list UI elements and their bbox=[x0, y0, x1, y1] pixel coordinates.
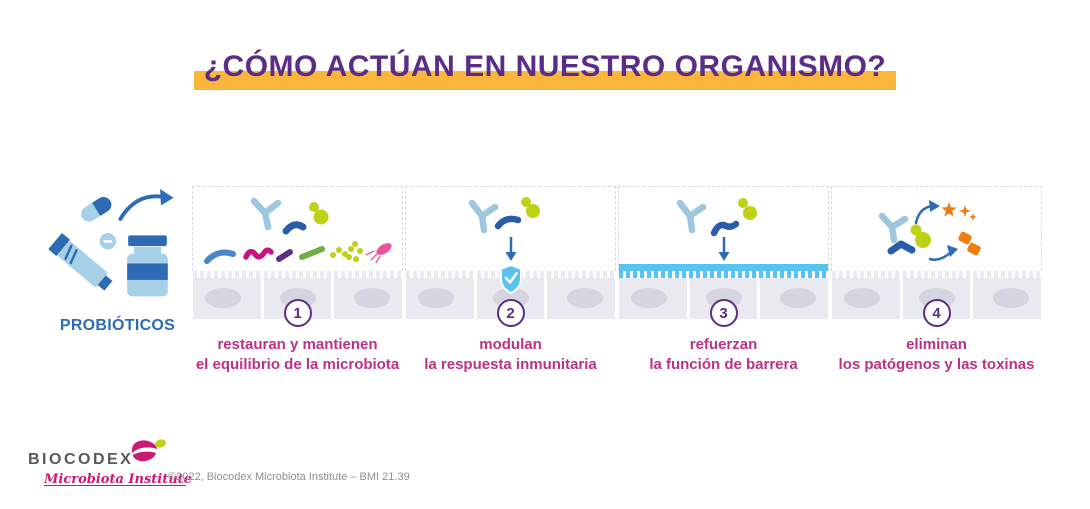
caption-line: los patógenos y las toxinas bbox=[838, 356, 1035, 374]
pathogen-elimination-illustration bbox=[831, 186, 1042, 271]
copyright-text: ©2022, Biocodex Microbiota Institute – B… bbox=[168, 471, 410, 483]
cocci-chain-icon bbox=[330, 241, 363, 262]
bacterium-chevron-icon bbox=[887, 240, 916, 255]
microvilli bbox=[193, 271, 261, 278]
bacterium-green-rod-icon bbox=[299, 246, 325, 260]
toxin-debris-icon bbox=[958, 231, 981, 256]
cell-nucleus bbox=[630, 288, 667, 308]
epithelial-cell bbox=[760, 271, 829, 319]
bacterium-dash-icon bbox=[276, 249, 293, 262]
microvilli bbox=[973, 271, 1042, 278]
probiotics-products-icon bbox=[48, 189, 174, 297]
step-number-badge: 1 bbox=[283, 299, 312, 327]
cell-nucleus bbox=[417, 288, 454, 308]
down-arrow-icon bbox=[718, 237, 730, 261]
probiotics-column: PROBIÓTICOS bbox=[45, 186, 190, 335]
barrier-layer bbox=[619, 264, 828, 271]
caption-line: la respuesta inmunitaria bbox=[424, 356, 597, 374]
epithelial-cell bbox=[619, 271, 687, 319]
cell-nucleus bbox=[992, 288, 1029, 308]
epithelial-cells bbox=[192, 271, 403, 319]
yeast-icon bbox=[910, 224, 931, 248]
microvilli bbox=[832, 271, 900, 278]
microvilli bbox=[406, 271, 474, 278]
caption-line: el equilibrio de la microbiota bbox=[195, 356, 400, 374]
flagellated-bacterium-icon bbox=[365, 243, 392, 264]
page-title: ¿CÓMO ACTÚAN EN NUESTRO ORGANISMO? bbox=[0, 50, 1090, 90]
epithelial-cell bbox=[832, 271, 900, 319]
step-caption: restauran y mantienen el equilibrio de l… bbox=[192, 335, 403, 376]
bacterium-rod-icon bbox=[282, 221, 307, 235]
step-number-badge: 4 bbox=[922, 299, 951, 327]
epithelial-cells bbox=[405, 271, 616, 319]
tablet-icon bbox=[99, 233, 117, 250]
microvilli bbox=[334, 271, 403, 278]
biocodex-logo: BIOCODEX Microbiota Institute bbox=[28, 439, 192, 488]
shield-check-icon bbox=[499, 264, 522, 294]
caption-line: la función de barrera bbox=[649, 356, 798, 374]
biocodex-logo-mark-icon bbox=[132, 439, 167, 462]
title-highlight: ¿CÓMO ACTÚAN EN NUESTRO ORGANISMO? bbox=[193, 50, 897, 90]
step-caption: modulan la respuesta inmunitaria bbox=[405, 335, 616, 376]
epithelial-cell bbox=[334, 271, 403, 319]
epithelial-cell bbox=[973, 271, 1042, 319]
cell-nucleus bbox=[779, 288, 816, 308]
epithelial-cells bbox=[618, 271, 829, 319]
probiotics-label: PROBIÓTICOS bbox=[59, 317, 176, 334]
capsule-icon bbox=[81, 196, 112, 222]
barrier-microvilli bbox=[619, 271, 828, 278]
antibody-icon bbox=[250, 197, 282, 231]
main-row: PROBIÓTICOS bbox=[45, 186, 1042, 376]
caption-line: restauran y mantienen bbox=[217, 336, 378, 353]
cell-nucleus bbox=[204, 288, 241, 308]
destroyed-pathogen-star-icon bbox=[941, 202, 957, 217]
epithelial-cell bbox=[406, 271, 474, 319]
curved-arrow-right-icon bbox=[928, 245, 958, 261]
cell-nucleus bbox=[353, 288, 390, 308]
step-caption: refuerzan la función de barrera bbox=[618, 335, 829, 376]
step-panel-3: 3 refuerzan la función de barrera bbox=[618, 186, 829, 376]
step-number-badge: 2 bbox=[496, 299, 525, 327]
yeast-icon bbox=[521, 197, 540, 218]
curved-arrow-icon bbox=[118, 189, 174, 221]
cream-tube-icon bbox=[48, 233, 113, 291]
antibody-icon bbox=[878, 212, 909, 244]
bacterium-rod-icon bbox=[710, 220, 740, 237]
bacterium-rod-icon bbox=[494, 215, 522, 230]
step-caption: eliminan los patógenos y las toxinas bbox=[831, 335, 1042, 376]
step-panel-2: 2 modulan la respuesta inmunitaria bbox=[405, 186, 616, 376]
immune-response-illustration bbox=[405, 186, 616, 271]
microvilli bbox=[263, 271, 332, 278]
bacterium-squiggle-icon bbox=[243, 247, 274, 260]
barrier-band bbox=[619, 264, 828, 278]
curved-arrow-up-icon bbox=[914, 200, 940, 225]
pathogen-sparkle-icon bbox=[959, 205, 977, 221]
step-panel-1: 1 restauran y mantienen el equilibrio de… bbox=[192, 186, 403, 376]
cell-nucleus bbox=[843, 288, 880, 308]
cell-nucleus bbox=[566, 288, 603, 308]
biocodex-logo-tagline: Microbiota Institute bbox=[44, 472, 192, 487]
caption-line: modulan bbox=[479, 336, 542, 353]
bacterium-arc-icon bbox=[204, 249, 236, 264]
jar-icon bbox=[127, 235, 168, 297]
microbiota-illustration bbox=[192, 186, 403, 271]
tagline-underline bbox=[44, 484, 186, 486]
step-number-badge: 3 bbox=[709, 299, 738, 327]
epithelial-cell bbox=[547, 271, 616, 319]
microvilli bbox=[902, 271, 971, 278]
biocodex-logo-text: BIOCODEX bbox=[28, 451, 134, 468]
antibody-icon bbox=[468, 199, 499, 234]
down-arrow-icon bbox=[505, 237, 517, 261]
epithelial-cells bbox=[831, 271, 1042, 319]
caption-line: refuerzan bbox=[689, 336, 758, 353]
yeast-icon bbox=[309, 202, 329, 225]
caption-line: eliminan bbox=[906, 336, 967, 353]
epithelial-cell bbox=[193, 271, 261, 319]
yeast-icon bbox=[738, 198, 757, 220]
step-panel-4: 4 eliminan los patógenos y las toxinas bbox=[831, 186, 1042, 376]
barrier-illustration bbox=[618, 186, 829, 271]
antibody-icon bbox=[676, 199, 707, 234]
microvilli bbox=[547, 271, 616, 278]
